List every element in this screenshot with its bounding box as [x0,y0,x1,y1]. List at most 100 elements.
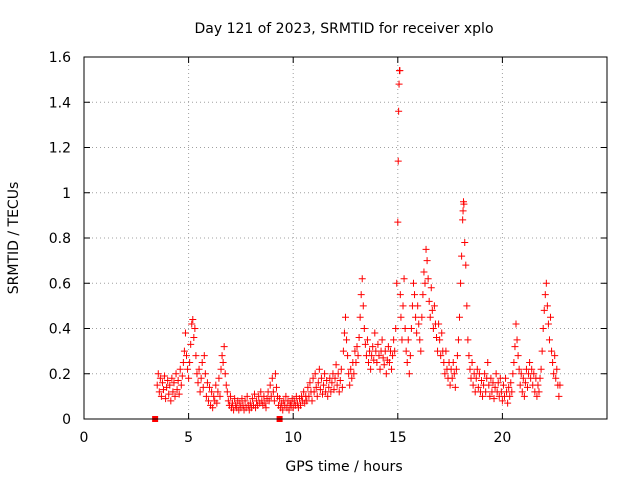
data-point [198,358,206,366]
data-point [555,392,563,400]
y-tick-label: 0.4 [49,322,71,338]
data-point [425,297,433,305]
data-point [426,313,434,321]
data-point [547,313,555,321]
data-point [311,370,319,378]
data-point [176,365,184,373]
data-point [393,279,401,287]
data-point [461,239,469,247]
data-point [316,386,324,394]
data-point [395,80,403,88]
data-point [552,374,560,382]
data-point [423,257,431,265]
data-point [549,358,557,366]
data-point [446,381,454,389]
data-point [520,392,528,400]
data-point [337,365,345,373]
data-point [357,291,365,299]
data-point [473,365,481,373]
data-point [272,383,280,391]
data-point [210,392,218,400]
data-point [404,336,412,344]
data-point [548,347,556,355]
data-point [162,395,170,403]
data-point [479,392,487,400]
data-point [428,306,436,314]
data-point [378,336,386,344]
data-point [173,386,181,394]
data-point [376,365,384,373]
data-point [306,379,314,387]
data-point [414,302,422,310]
data-point [155,388,163,396]
y-tick-label: 1.4 [49,95,71,111]
x-axis-ticks: 0 5 10 15 20 [80,57,511,446]
data-point [268,374,276,382]
data-point [166,381,174,389]
x-tick-label: 10 [284,430,302,446]
data-point [468,358,476,366]
data-point [507,379,515,387]
data-point [453,352,461,360]
data-point [352,358,360,366]
data-point [510,358,518,366]
data-point [285,406,293,414]
data-point [270,397,278,405]
data-point [361,340,369,348]
data-point [481,370,489,378]
data-point [463,302,471,310]
data-point [367,365,375,373]
data-point [175,390,183,398]
data-point [338,383,346,391]
data-point [374,340,382,348]
data-point [385,358,393,366]
y-tick-label: 1 [62,186,71,202]
data-point [214,388,222,396]
data-point [185,374,193,382]
data-point [314,379,322,387]
data-point [498,397,506,405]
data-point [462,261,470,269]
data-point [164,377,172,385]
data-point [469,381,477,389]
plot-frame [83,56,608,420]
data-point [354,352,362,360]
data-point [435,320,443,328]
data-point [518,388,526,396]
data-point [526,358,534,366]
y-tick-label: 0 [62,412,71,428]
data-point [261,399,269,407]
data-point [544,320,552,328]
data-point [161,372,169,380]
data-point [486,392,494,400]
data-point [438,329,446,337]
data-point [392,325,400,332]
data-point [271,370,279,378]
data-point [324,392,332,400]
data-point [215,374,223,382]
data-point [333,381,341,389]
data-point [449,358,457,366]
data-point [304,383,312,391]
data-point [536,374,544,382]
data-point [416,336,424,344]
data-point [415,320,423,328]
data-point [553,365,561,373]
data-point [213,399,221,407]
data-point [492,370,500,378]
data-point [355,334,363,342]
data-point [336,377,344,385]
data-point [411,291,419,299]
data-point [334,370,342,378]
data-point [351,347,359,355]
x-tick-label: 0 [80,430,89,446]
data-point [379,354,387,362]
data-point [201,370,209,378]
data-point [490,395,498,403]
data-point [343,336,351,344]
data-point [186,358,194,366]
data-point [250,390,258,398]
data-point [485,381,493,389]
data-point [266,381,274,389]
